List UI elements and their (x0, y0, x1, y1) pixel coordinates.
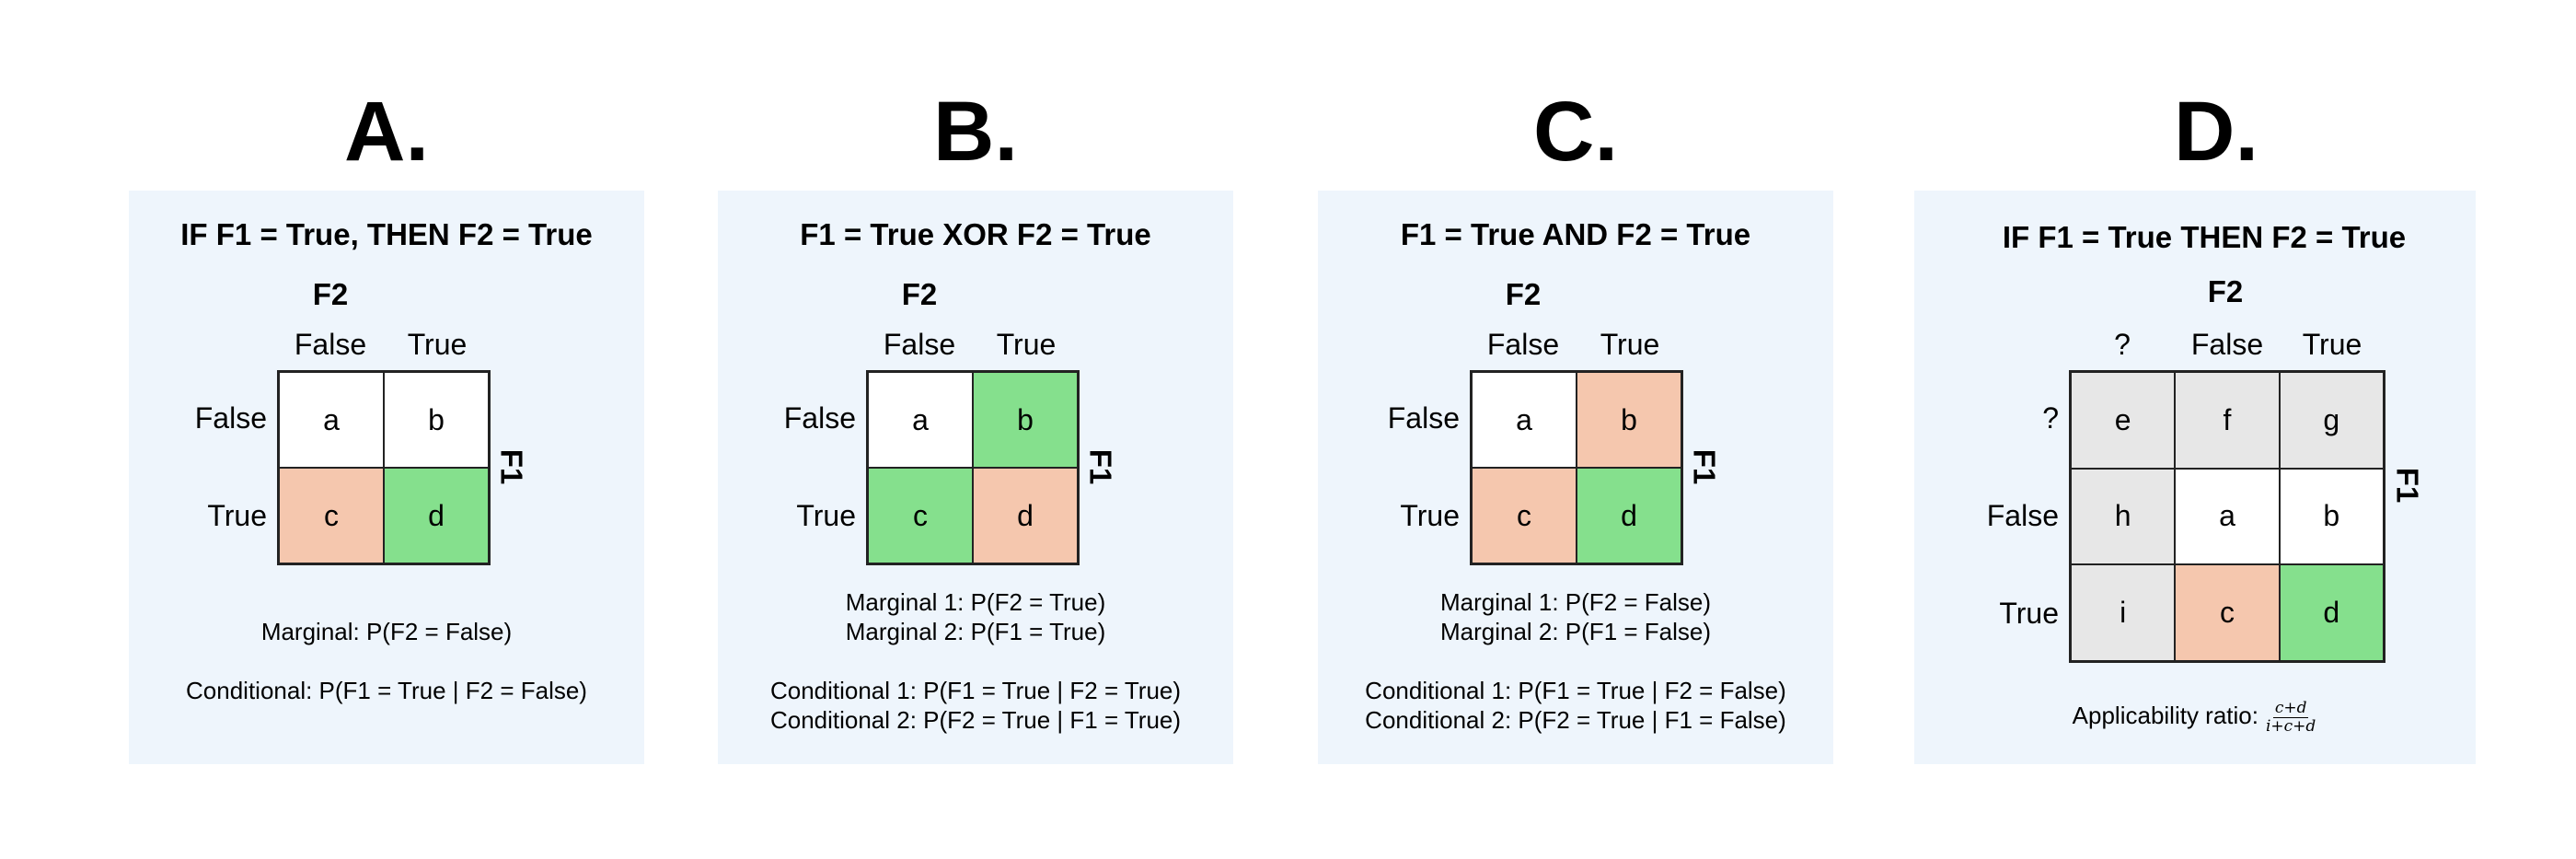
contingency-table: e f g h a b i c d (2069, 370, 2385, 663)
col-header: False (294, 328, 367, 361)
contingency-table: a b c d (277, 370, 491, 565)
row-header: True (1999, 597, 2059, 630)
col-header: False (2190, 328, 2264, 361)
row-header: ? (2042, 401, 2059, 435)
table-cell: a (868, 372, 973, 468)
marginal-note: Marginal 2: P(F1 = False) (1439, 618, 1712, 645)
row-header: True (796, 499, 856, 532)
contingency-table: a b c d (1470, 370, 1683, 565)
panel-d-letter: D. (2174, 85, 2258, 179)
table-cell: a (279, 372, 384, 468)
table-cell: b (1577, 372, 1681, 468)
table-cell: d (1577, 468, 1681, 563)
panel-b: F1 = True XOR F2 = True F2 False True Fa… (718, 191, 1233, 764)
col-header: True (996, 328, 1057, 361)
row-header: True (1400, 499, 1460, 532)
table-cell: b (384, 372, 489, 468)
table-cell: h (2071, 468, 2176, 565)
row-axis-title: F1 (1687, 448, 1722, 485)
panel-title: F1 = True XOR F2 = True (800, 217, 1151, 251)
marginal-note: Marginal: P(F2 = False) (260, 618, 513, 645)
table-cell: c (1472, 468, 1577, 563)
table-cell: a (1472, 372, 1577, 468)
table-cell: a (2175, 468, 2280, 565)
table-cell: b (973, 372, 1078, 468)
marginal-note: Marginal 1: P(F2 = True) (845, 588, 1106, 616)
col-axis-title: F2 (2207, 274, 2244, 308)
panel-title: IF F1 = True, THEN F2 = True (180, 217, 593, 251)
col-header: True (1600, 328, 1660, 361)
table-cell: b (2279, 468, 2384, 565)
table-cell: c (2175, 564, 2280, 661)
row-axis-title: F1 (1083, 448, 1118, 485)
table-cell: e (2071, 372, 2176, 469)
marginal-note: Marginal 2: P(F1 = True) (845, 618, 1106, 645)
row-header: False (1986, 499, 2059, 532)
col-header: False (1486, 328, 1560, 361)
col-header: True (407, 328, 468, 361)
panel-d: IF F1 = True THEN F2 = True F2 ? False T… (1914, 191, 2476, 764)
panel-a-letter: A. (344, 85, 429, 179)
col-axis-title: F2 (312, 277, 349, 311)
ratio-denominator: i+c+d (2265, 716, 2316, 736)
table-cell: d (2279, 564, 2384, 661)
panel-title: IF F1 = True THEN F2 = True (2002, 220, 2407, 254)
col-header: True (2302, 328, 2362, 361)
col-header: ? (2114, 328, 2131, 361)
conditional-note: Conditional 1: P(F1 = True | F2 = True) (769, 677, 1182, 704)
panel-c: F1 = True AND F2 = True F2 False True Fa… (1318, 191, 1833, 764)
table-cell: c (868, 468, 973, 563)
table-cell: c (279, 468, 384, 563)
conditional-note: Conditional 1: P(F1 = True | F2 = False) (1365, 677, 1786, 704)
row-header: False (1387, 401, 1460, 435)
row-header: False (783, 401, 856, 435)
panel-title: F1 = True AND F2 = True (1400, 217, 1751, 251)
conditional-note: Conditional 2: P(F2 = True | F1 = True) (769, 706, 1182, 734)
conditional-note: Conditional: P(F1 = True | F2 = False) (186, 677, 587, 704)
ratio-label: Applicability ratio: (2072, 702, 2258, 729)
table-cell: f (2175, 372, 2280, 469)
contingency-table: a b c d (866, 370, 1080, 565)
col-header: False (883, 328, 956, 361)
ratio-numerator: c+d (2272, 698, 2309, 718)
table-cell: g (2279, 372, 2384, 469)
row-header: False (194, 401, 267, 435)
applicability-ratio: Applicability ratio: c+d i+c+d (1914, 695, 2476, 736)
col-axis-title: F2 (901, 277, 938, 311)
table-cell: i (2071, 564, 2176, 661)
panel-a: IF F1 = True, THEN F2 = True F2 False Tr… (129, 191, 644, 764)
table-cell: d (384, 468, 489, 563)
row-axis-title: F1 (494, 448, 529, 485)
col-axis-title: F2 (1505, 277, 1542, 311)
row-header: True (207, 499, 267, 532)
panel-b-letter: B. (933, 85, 1018, 179)
conditional-note: Conditional 2: P(F2 = True | F1 = False) (1365, 706, 1786, 734)
marginal-note: Marginal 1: P(F2 = False) (1439, 588, 1712, 616)
panel-c-letter: C. (1533, 85, 1618, 179)
table-cell: d (973, 468, 1078, 563)
ratio-fraction: c+d i+c+d (2264, 698, 2317, 736)
row-axis-title: F1 (2390, 467, 2425, 504)
